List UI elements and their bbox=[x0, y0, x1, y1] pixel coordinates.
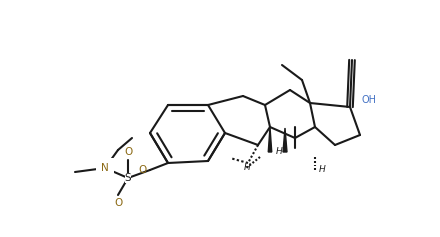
Polygon shape bbox=[283, 128, 287, 152]
Text: N: N bbox=[101, 163, 109, 173]
Text: H: H bbox=[244, 164, 250, 173]
Text: S: S bbox=[125, 173, 131, 183]
Polygon shape bbox=[268, 127, 272, 152]
Text: OH: OH bbox=[362, 95, 377, 105]
Text: O: O bbox=[139, 165, 147, 175]
Text: H: H bbox=[319, 165, 325, 174]
Text: O: O bbox=[124, 147, 132, 157]
Text: H: H bbox=[275, 147, 282, 156]
Text: O: O bbox=[114, 198, 122, 208]
